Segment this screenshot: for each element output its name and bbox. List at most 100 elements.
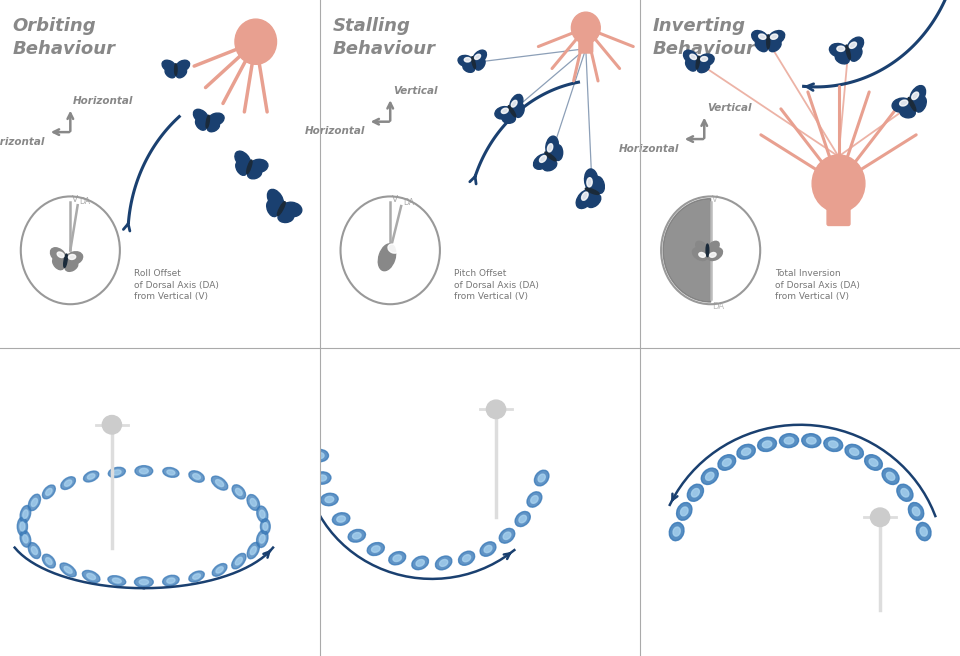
Ellipse shape xyxy=(393,555,401,562)
Ellipse shape xyxy=(193,110,208,123)
Ellipse shape xyxy=(348,529,366,542)
Ellipse shape xyxy=(769,40,781,52)
Ellipse shape xyxy=(251,546,256,554)
Ellipse shape xyxy=(247,160,252,174)
Ellipse shape xyxy=(920,527,927,536)
Ellipse shape xyxy=(502,114,516,123)
Text: Roll Offset
of Dorsal Axis (DA)
from Vertical (V): Roll Offset of Dorsal Axis (DA) from Ver… xyxy=(134,269,219,301)
Ellipse shape xyxy=(471,56,475,68)
Ellipse shape xyxy=(900,489,909,497)
Ellipse shape xyxy=(325,497,334,502)
Ellipse shape xyxy=(915,96,926,112)
Ellipse shape xyxy=(84,470,99,482)
Ellipse shape xyxy=(828,441,838,448)
Text: DA: DA xyxy=(80,197,90,205)
Ellipse shape xyxy=(684,50,699,64)
Ellipse shape xyxy=(499,529,515,543)
Ellipse shape xyxy=(718,455,735,470)
Ellipse shape xyxy=(268,190,283,209)
Circle shape xyxy=(571,12,600,43)
Ellipse shape xyxy=(846,45,851,59)
Ellipse shape xyxy=(540,155,546,163)
Ellipse shape xyxy=(912,507,920,516)
Ellipse shape xyxy=(112,470,122,475)
Ellipse shape xyxy=(677,502,692,520)
Ellipse shape xyxy=(912,92,919,100)
Ellipse shape xyxy=(412,556,428,569)
Ellipse shape xyxy=(865,455,882,470)
Ellipse shape xyxy=(260,510,265,518)
Text: Vertical: Vertical xyxy=(393,86,438,96)
Ellipse shape xyxy=(850,42,856,49)
Ellipse shape xyxy=(84,571,99,582)
Ellipse shape xyxy=(20,506,31,522)
Ellipse shape xyxy=(315,453,324,459)
Ellipse shape xyxy=(845,444,863,459)
Ellipse shape xyxy=(458,55,473,67)
Ellipse shape xyxy=(780,434,799,447)
Ellipse shape xyxy=(416,560,424,566)
Ellipse shape xyxy=(459,551,474,565)
Ellipse shape xyxy=(837,46,845,51)
Ellipse shape xyxy=(167,578,175,583)
Ellipse shape xyxy=(207,121,220,132)
Ellipse shape xyxy=(531,496,539,503)
Ellipse shape xyxy=(162,467,180,478)
Ellipse shape xyxy=(692,248,708,260)
Ellipse shape xyxy=(247,495,259,510)
Ellipse shape xyxy=(352,533,361,539)
Text: Inverting
Behaviour: Inverting Behaviour xyxy=(653,17,756,58)
Ellipse shape xyxy=(701,468,718,485)
Ellipse shape xyxy=(175,64,177,75)
Circle shape xyxy=(103,415,122,434)
Ellipse shape xyxy=(542,160,557,171)
FancyBboxPatch shape xyxy=(579,41,592,53)
Ellipse shape xyxy=(737,444,756,459)
Ellipse shape xyxy=(892,98,912,112)
Ellipse shape xyxy=(900,100,908,106)
Text: DA: DA xyxy=(403,197,414,207)
Ellipse shape xyxy=(108,467,126,478)
Ellipse shape xyxy=(45,557,53,565)
Ellipse shape xyxy=(64,567,72,573)
Ellipse shape xyxy=(701,56,708,62)
Wedge shape xyxy=(663,199,710,302)
Ellipse shape xyxy=(706,472,714,480)
Ellipse shape xyxy=(321,493,338,506)
Ellipse shape xyxy=(216,567,223,573)
Ellipse shape xyxy=(192,573,201,579)
Ellipse shape xyxy=(515,104,524,117)
Ellipse shape xyxy=(250,159,268,173)
Ellipse shape xyxy=(216,480,224,487)
Ellipse shape xyxy=(593,176,605,194)
Ellipse shape xyxy=(534,154,551,169)
Ellipse shape xyxy=(474,54,481,60)
Circle shape xyxy=(235,19,276,64)
Ellipse shape xyxy=(681,507,688,516)
Ellipse shape xyxy=(176,60,189,72)
Ellipse shape xyxy=(850,448,859,455)
Text: Orbiting
Behaviour: Orbiting Behaviour xyxy=(12,17,116,58)
Ellipse shape xyxy=(519,515,526,523)
Ellipse shape xyxy=(886,472,895,480)
Ellipse shape xyxy=(267,200,278,216)
Ellipse shape xyxy=(28,495,40,510)
Ellipse shape xyxy=(41,554,56,569)
Ellipse shape xyxy=(762,441,772,448)
Ellipse shape xyxy=(696,241,707,252)
Ellipse shape xyxy=(586,188,599,194)
Ellipse shape xyxy=(503,532,511,539)
Ellipse shape xyxy=(260,518,271,535)
Ellipse shape xyxy=(63,254,67,268)
Ellipse shape xyxy=(771,34,778,39)
Text: Horizontal: Horizontal xyxy=(619,144,680,154)
Ellipse shape xyxy=(259,535,265,543)
Ellipse shape xyxy=(189,471,204,482)
Ellipse shape xyxy=(900,107,915,118)
Ellipse shape xyxy=(501,108,508,113)
Ellipse shape xyxy=(829,43,849,57)
Ellipse shape xyxy=(547,144,553,152)
Ellipse shape xyxy=(741,448,751,455)
Ellipse shape xyxy=(546,136,559,157)
Ellipse shape xyxy=(278,211,294,222)
